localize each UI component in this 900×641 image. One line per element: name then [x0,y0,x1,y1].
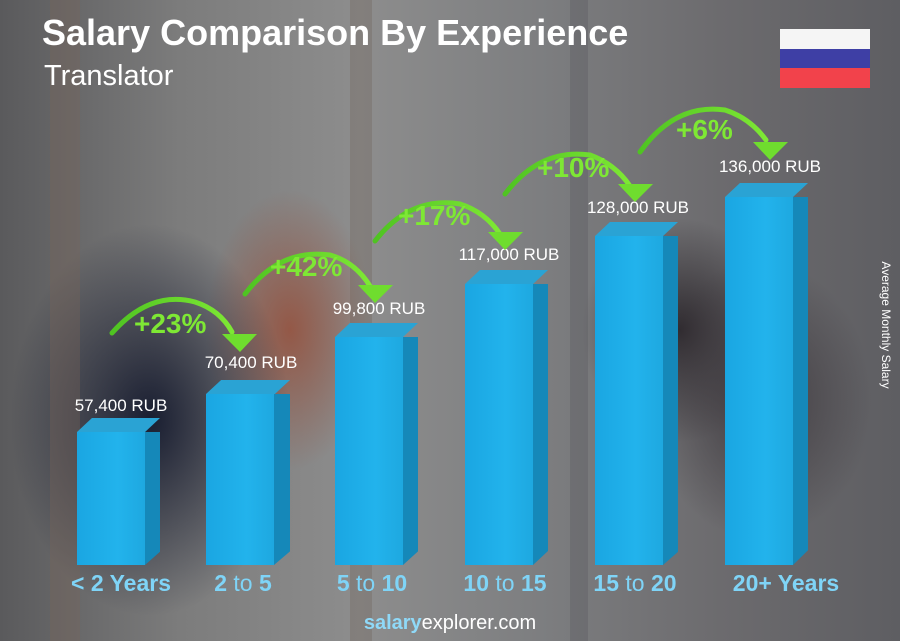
percent-increase-label: +42% [270,251,343,282]
bar-under-2-years [77,418,160,565]
category-to: to [619,570,651,596]
flag-stripe-blue [780,48,870,69]
value-label: 99,800 RUB [332,299,426,318]
category-label: 2 to 5 [188,570,298,597]
chart-subtitle: Translator [44,60,174,92]
category-to: to [349,570,382,596]
footer-brand: salaryexplorer.com [0,612,900,635]
bar-5-to-10 [335,323,418,565]
value-label: 128,000 RUB [586,198,690,217]
brand-rest: explorer [421,612,493,634]
percent-increase-label: +23% [134,308,207,339]
category-label-text: < 2 Years [71,570,171,596]
background-photo [50,0,80,641]
arrow-head-icon [753,142,788,160]
value-label: 117,000 RUB [458,245,560,264]
brand-domain: .com [492,612,537,634]
background-photo [570,0,588,641]
flag-stripe-white [780,29,870,49]
arrow-arc-icon [109,296,235,336]
russia-flag-icon [780,29,870,88]
category-end: 5 [258,570,272,596]
value-label: 57,400 RUB [74,396,168,415]
flag-stripe-red [780,68,870,88]
category-end: 10 [381,570,408,596]
arrow-head-icon [222,334,257,352]
bar-10-to-15 [465,270,548,565]
bar-15-to-20 [595,222,678,565]
category-start: 15 [593,570,620,596]
category-label: 20+ Years [706,570,866,597]
percent-increase-label: +17% [398,200,471,231]
category-to: to [227,570,259,596]
percent-increase-label: +10% [537,152,610,183]
category-start: 10 [463,570,490,596]
category-label: 10 to 15 [442,570,568,597]
category-label: 15 to 20 [572,570,698,597]
category-label: < 2 Years [46,570,196,597]
category-start: 5 [336,570,350,596]
value-label: 136,000 RUB [718,157,822,176]
chart-title: Salary Comparison By Experience [42,12,629,53]
arrow-arc-icon [372,200,503,244]
category-end: 20 [650,570,677,596]
brand-bold: salary [363,612,422,634]
bar-2-to-5 [206,380,290,565]
category-start: 2 [214,570,228,596]
arrow-arc-icon [637,106,769,155]
arrow-head-icon [618,184,653,202]
arrow-head-icon [358,285,393,303]
bar-20-plus-years [725,183,808,565]
arrow-arc-icon [242,251,373,297]
category-label: 5 to 10 [312,570,432,597]
arrow-arc-icon [502,151,633,197]
category-to: to [489,570,521,596]
arrow-head-icon [488,232,523,250]
category-label-text: 20+ Years [732,570,840,596]
percent-increase-label: +6% [676,114,733,145]
value-label: 70,400 RUB [204,353,298,372]
category-end: 15 [520,570,547,596]
